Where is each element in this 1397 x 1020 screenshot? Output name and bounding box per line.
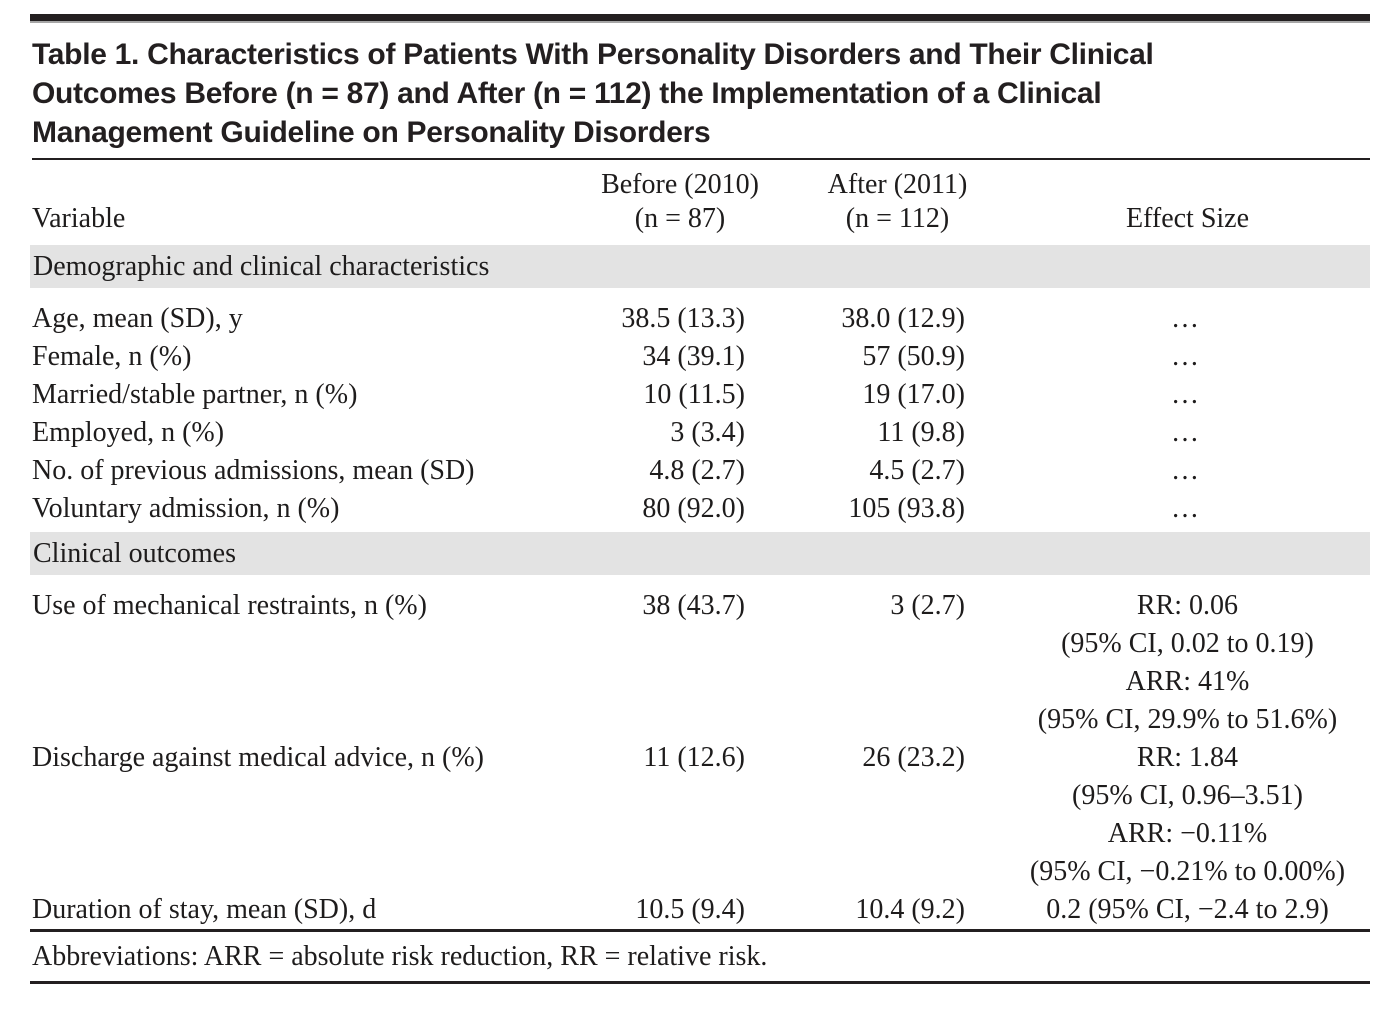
table-row: Female, n (%) 34 (39.1) 57 (50.9) …	[30, 338, 1370, 376]
effect-size-line: RR: 1.84	[1136, 742, 1239, 773]
cell-after-value: 4.5 (2.7)	[869, 455, 965, 486]
effect-size-line: RR: 0.06	[1136, 590, 1239, 621]
column-header-before-line2: (n = 87)	[634, 203, 726, 234]
effect-size-line: …	[1171, 417, 1204, 448]
top-rule-bar	[30, 14, 1370, 23]
abbreviations-footnote: Abbreviations: ARR = absolute risk reduc…	[30, 929, 1370, 984]
column-header-before-line1: Before (2010)	[601, 169, 759, 200]
effect-size-line: (95% CI, 29.9% to 51.6%)	[1037, 704, 1338, 735]
cell-effect-size: RR: 0.06 (95% CI, 0.02 to 0.19) ARR: 41% (9…	[1005, 577, 1370, 739]
cell-variable: No. of previous admissions, mean (SD)	[32, 455, 475, 486]
cell-after-value: 38.0 (12.9)	[841, 303, 965, 334]
section-header-label: Clinical outcomes	[30, 528, 1370, 579]
table-row: Employed, n (%) 3 (3.4) 11 (9.8) …	[30, 414, 1370, 452]
table-row: Voluntary admission, n (%) 80 (92.0) 105…	[30, 490, 1370, 530]
cell-variable: Married/stable partner, n (%)	[32, 379, 358, 410]
cell-after-value: 105 (93.8)	[848, 493, 965, 524]
cell-variable: Use of mechanical restraints, n (%)	[32, 590, 427, 621]
table-row: Discharge against medical advice, n (%) …	[30, 739, 1370, 891]
cell-before-value: 3 (3.4)	[670, 417, 745, 448]
table-container: Table 1. Characteristics of Patients Wit…	[30, 14, 1370, 984]
table-title: Table 1. Characteristics of Patients Wit…	[32, 35, 1370, 160]
table-row: Use of mechanical restraints, n (%) 38 (…	[30, 577, 1370, 739]
section-header-row: Demographic and clinical characteristics	[30, 241, 1370, 292]
column-header-after-line2: (n = 112)	[845, 203, 950, 234]
table-title-line-2: Outcomes Before (n = 87) and After (n = …	[32, 77, 1102, 110]
cell-effect-size: …	[1005, 490, 1370, 530]
cell-before-value: 10 (11.5)	[643, 379, 745, 410]
cell-variable: Age, mean (SD), y	[32, 303, 243, 334]
cell-after-value: 10.4 (9.2)	[855, 894, 965, 925]
section-header-row: Clinical outcomes	[30, 528, 1370, 579]
column-header-variable: Variable	[30, 160, 570, 244]
effect-size-line: …	[1171, 379, 1204, 410]
cell-effect-size: …	[1005, 452, 1370, 490]
column-header-after-line1: After (2011)	[827, 169, 968, 200]
cell-after-value: 11 (9.8)	[877, 417, 965, 448]
cell-effect-size: …	[1005, 290, 1370, 338]
cell-effect-size: …	[1005, 338, 1370, 376]
cell-variable: Female, n (%)	[32, 341, 192, 372]
cell-effect-size: RR: 1.84 (95% CI, 0.96–3.51) ARR: −0.11% (9…	[1005, 739, 1370, 891]
cell-variable: Duration of stay, mean (SD), d	[32, 894, 377, 925]
cell-variable: Employed, n (%)	[32, 417, 225, 448]
effect-size-line: (95% CI, −0.21% to 0.00%)	[1029, 856, 1346, 887]
cell-variable: Discharge against medical advice, n (%)	[32, 742, 484, 773]
effect-size-line: (95% CI, 0.96–3.51)	[1072, 780, 1303, 811]
cell-before-value: 4.8 (2.7)	[649, 455, 745, 486]
effect-size-line: …	[1171, 341, 1204, 372]
effect-size-line: ARR: −0.11%	[1107, 818, 1268, 849]
cell-before-value: 38 (43.7)	[642, 590, 745, 621]
column-header-effect-size: Effect Size	[1005, 160, 1370, 244]
cell-effect-size: …	[1005, 376, 1370, 414]
effect-size-line: …	[1171, 493, 1204, 524]
cell-variable: Voluntary admission, n (%)	[32, 493, 340, 524]
effect-size-line: ARR: 41%	[1125, 666, 1250, 697]
section-header-label: Demographic and clinical characteristics	[30, 241, 1370, 292]
table-row: Duration of stay, mean (SD), d 10.5 (9.4…	[30, 891, 1370, 929]
effect-size-line: …	[1171, 455, 1204, 486]
effect-size-line: …	[1171, 303, 1204, 334]
cell-before-value: 34 (39.1)	[642, 341, 745, 372]
cell-before-value: 11 (12.6)	[643, 742, 745, 773]
cell-after-value: 3 (2.7)	[890, 590, 965, 621]
table-title-line-1: Table 1. Characteristics of Patients Wit…	[32, 38, 1154, 71]
cell-effect-size: 0.2 (95% CI, −2.4 to 2.9)	[1005, 891, 1370, 929]
cell-after-value: 19 (17.0)	[862, 379, 965, 410]
column-header-before: Before (2010) (n = 87)	[570, 160, 790, 244]
characteristics-table: Variable Before (2010) (n = 87) After (2…	[30, 160, 1370, 929]
column-header-row: Variable Before (2010) (n = 87) After (2…	[30, 160, 1370, 244]
cell-after-value: 57 (50.9)	[862, 341, 965, 372]
cell-before-value: 10.5 (9.4)	[635, 894, 745, 925]
cell-effect-size: …	[1005, 414, 1370, 452]
effect-size-line: 0.2 (95% CI, −2.4 to 2.9)	[1046, 894, 1329, 925]
table-row: No. of previous admissions, mean (SD) 4.…	[30, 452, 1370, 490]
column-header-after: After (2011) (n = 112)	[790, 160, 1005, 244]
table-row: Age, mean (SD), y 38.5 (13.3) 38.0 (12.9…	[30, 290, 1370, 338]
cell-after-value: 26 (23.2)	[862, 742, 965, 773]
cell-before-value: 38.5 (13.3)	[621, 303, 745, 334]
effect-size-line: (95% CI, 0.02 to 0.19)	[1061, 628, 1314, 659]
table-title-line-3: Management Guideline on Personality Diso…	[32, 116, 711, 149]
table-row: Married/stable partner, n (%) 10 (11.5) …	[30, 376, 1370, 414]
cell-before-value: 80 (92.0)	[642, 493, 745, 524]
